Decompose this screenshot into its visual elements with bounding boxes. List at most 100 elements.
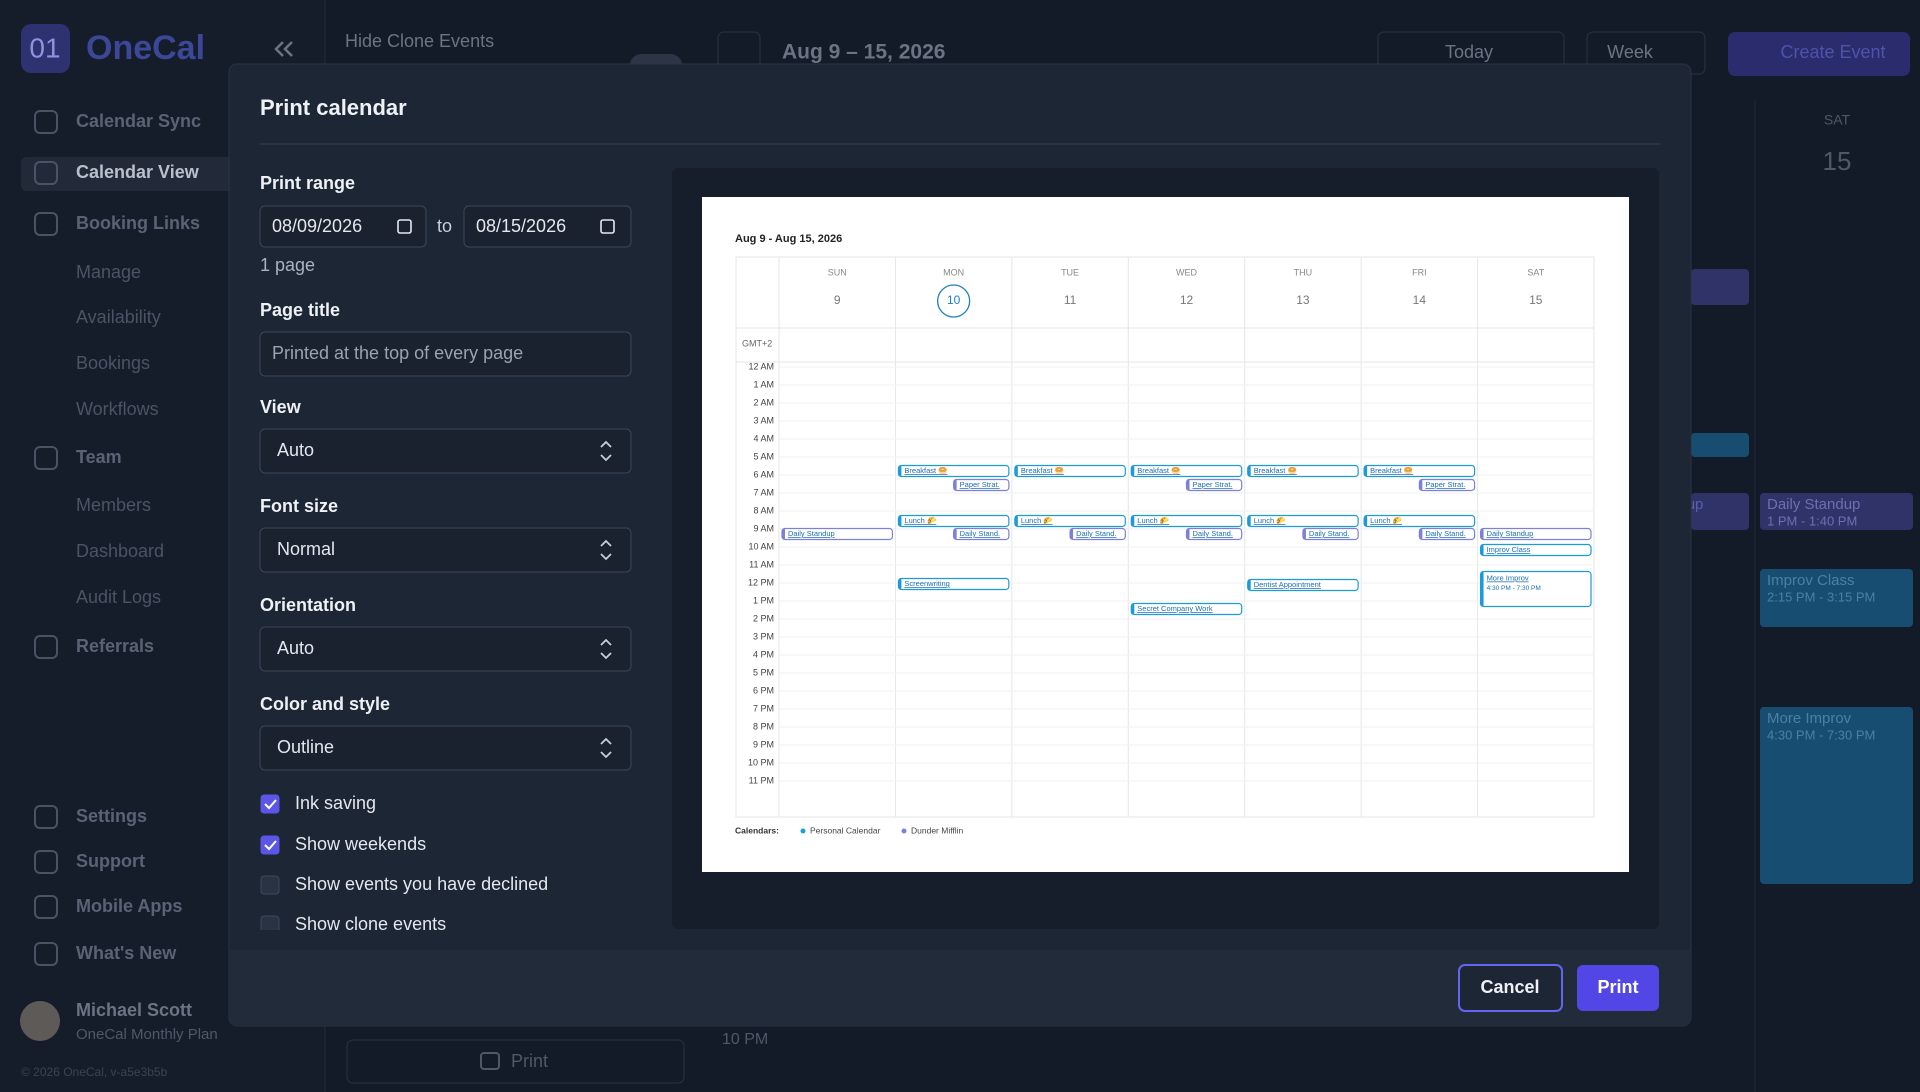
bg-event [1760,569,1913,627]
avatar [20,1001,60,1041]
user-plan: OneCal Monthly Plan [76,1026,218,1043]
event-accent [1480,528,1484,540]
checkbox[interactable]: Show events you have declined [260,874,548,895]
nav-item[interactable]: Support [76,851,145,871]
nav-item[interactable]: Calendar Sync [76,111,201,131]
hour-label: 10 AM [748,541,774,551]
create-button[interactable] [1728,32,1910,76]
event-title: Daily Stand. [960,529,1000,538]
nav-item[interactable]: Workflows [76,399,159,419]
event-accent [1419,479,1423,491]
checkbox[interactable]: Show weekends [260,834,426,855]
legend-item: Dunder Mifflin [911,825,964,835]
nav-item[interactable]: Audit Logs [76,587,161,607]
event-title: Screenwriting [904,579,949,588]
hour-label: 1 AM [753,379,774,389]
checkbox-box [260,835,280,855]
bg-hour: 10 PM [722,1031,768,1048]
nav-item[interactable]: Settings [76,806,147,826]
bg-print-button[interactable] [346,1039,685,1084]
nav-item[interactable]: Referrals [76,636,154,656]
event-title: Lunch 🌮 [1370,516,1403,525]
input[interactable] [259,626,632,672]
hour-label: 8 AM [753,505,774,515]
event-title: Secret Company Work [1137,604,1213,613]
day-name: MON [943,267,964,277]
checkbox[interactable]: Show clone events [260,914,446,934]
nav-label: Mobile Apps [76,896,182,916]
nav-item[interactable]: Booking Links [76,213,200,233]
event-accent [898,578,902,590]
day-number: 10 [947,293,961,307]
input[interactable] [463,205,632,248]
hour-label: 2 PM [753,613,774,623]
event-accent [898,465,902,477]
nav-item[interactable]: What's New [76,943,177,963]
collapse-icon[interactable] [274,41,293,57]
print-box [1577,965,1659,1011]
nav-icon [34,942,58,966]
logo-mark: 01 [29,32,60,63]
nav-item[interactable]: Members [76,495,151,515]
hour-label: 10 PM [748,757,774,767]
event-title: Breakfast 🥯 [1137,466,1180,475]
checkbox-label: Show clone events [295,914,446,934]
select-chevron [600,737,612,759]
nav-icon [34,805,58,829]
input[interactable] [259,205,427,248]
hour-label: 5 AM [753,451,774,461]
field-label: Orientation [260,595,356,615]
legend-item: Personal Calendar [810,825,881,835]
input[interactable] [259,331,632,377]
input[interactable] [259,428,632,474]
to-word: to [437,216,452,236]
preview-title: Aug 9 - Aug 15, 2026 [735,233,842,245]
day-number: 11 [1064,293,1077,307]
nav-label: Workflows [76,399,159,419]
hour-label: 1 PM [753,595,774,605]
today-button[interactable]: Today [1445,42,1493,62]
nav-item[interactable]: Bookings [76,353,150,373]
bg-event [1691,493,1749,530]
event-accent [1131,603,1135,615]
field-label: Print range [260,173,355,193]
checkmark [264,799,277,810]
event-accent [1186,479,1190,491]
checkbox-label: Ink saving [295,793,376,813]
day-name: WED [1176,267,1197,277]
input[interactable] [259,725,632,771]
hour-label: 7 PM [753,703,774,713]
event-accent [1070,528,1074,540]
nav-item[interactable]: Mobile Apps [76,896,182,916]
day-number: 12 [1180,293,1194,307]
nav-item[interactable]: Dashboard [76,541,164,561]
hour-label: 11 PM [749,775,774,785]
bg-event-time: 4:30 PM - 7:30 PM [1767,727,1875,742]
event-accent [1247,515,1251,527]
select-value: Outline [277,737,334,757]
cancel-button[interactable]: Cancel [1458,964,1563,1012]
nav-item[interactable]: Team [76,447,122,467]
checkbox[interactable]: Ink saving [260,793,376,814]
bg-event-title: Improv Class [1767,572,1855,589]
input[interactable] [259,527,632,573]
print-button[interactable]: Print [1577,965,1659,1011]
hour-label: 8 PM [753,721,774,731]
event-accent [1131,515,1135,527]
field-label: Font size [260,496,338,516]
event-title: Dentist Appointment [1254,580,1322,589]
day-number: 15 [1529,293,1543,307]
checkmark [264,840,277,851]
nav-item[interactable]: Manage [76,262,141,282]
event-accent [1247,465,1251,477]
nav-label: Calendar View [76,162,200,182]
hour-label: 3 PM [753,631,774,641]
date-to: 08/15/2026 [476,216,566,236]
page-count: 1 page [260,255,315,275]
event-accent [1480,544,1484,556]
nav-item[interactable]: Calendar View [76,162,200,182]
field-label: View [260,397,302,417]
day-name: SAT [1527,267,1544,277]
bg-event-title: Daily Standup [1767,496,1860,513]
nav-item[interactable]: Availability [76,307,161,327]
